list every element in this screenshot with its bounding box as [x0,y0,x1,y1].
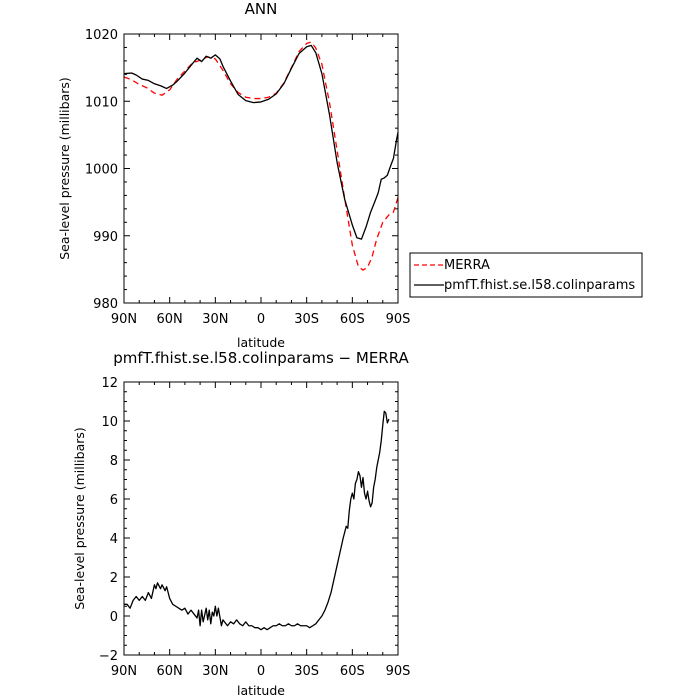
legend-label-merra: MERRA [444,258,490,273]
chart-title: pmfT.fhist.se.l58.colinparams − MERRA [113,349,409,367]
y-axis-label: Sea-level pressure (millibars) [72,427,87,610]
tick-labels: 90N 60N 30N 0 30S 60S 90S −2 0 2 4 6 8 10 12 [99,376,411,679]
panel-top: ANN 90N 60N 30N 0 30S 60S 90S 980 990 1000 1010 102… [57,0,643,350]
chart-title: ANN [245,0,278,18]
x-tick-label: 60S [340,664,365,679]
y-axis-label: Sea-level pressure (millibars) [57,77,72,260]
y-tick-label: 1000 [85,163,118,178]
series-lines [124,410,390,631]
x-tick-label: 0 [257,312,265,327]
x-tick-label: 30N [202,664,228,679]
x-tick-label: 30N [202,312,228,327]
x-tick-label: 90N [111,664,137,679]
x-tick-label: 90S [386,312,411,327]
x-tick-label: 60N [157,312,183,327]
x-tick-label: 0 [257,664,265,679]
y-tick-label: 12 [101,376,118,391]
x-tick-label: 90N [111,312,137,327]
y-tick-label: 8 [110,454,118,469]
panel-bottom: pmfT.fhist.se.l58.colinparams − MERRA 90… [72,349,410,698]
series-lines [123,41,399,271]
y-tick-label: 990 [93,230,118,245]
y-tick-label: 4 [110,532,118,547]
legend: MERRA pmfT.fhist.se.l58.colinparams [409,252,643,298]
x-tick-label: 90S [386,664,411,679]
series-line-pmft-fhist-se-l58-colinparams [123,44,399,240]
tick-labels: 90N 60N 30N 0 30S 60S 90S 980 990 1000 1010 1020 [85,28,410,327]
y-tick-label: 10 [101,415,118,430]
difference-line [124,410,390,631]
x-tick-label: 30S [294,664,319,679]
x-axis-label: latitude [237,683,285,698]
y-tick-label: −2 [99,649,118,664]
legend-box [409,252,643,298]
plot-frame [123,381,399,656]
x-tick-label: 60N [157,664,183,679]
y-tick-label: 6 [110,493,118,508]
x-tick-label: 30S [294,312,319,327]
y-tick-label: 1010 [85,95,118,110]
y-tick-label: 2 [110,571,118,586]
y-tick-label: 980 [93,297,118,312]
legend-label-model: pmfT.fhist.se.l58.colinparams [444,278,635,293]
y-tick-label: 1020 [85,28,118,43]
x-tick-label: 60S [340,312,365,327]
y-tick-label: 0 [110,610,118,625]
x-axis-label: latitude [237,335,285,350]
plot-frame [123,33,399,304]
